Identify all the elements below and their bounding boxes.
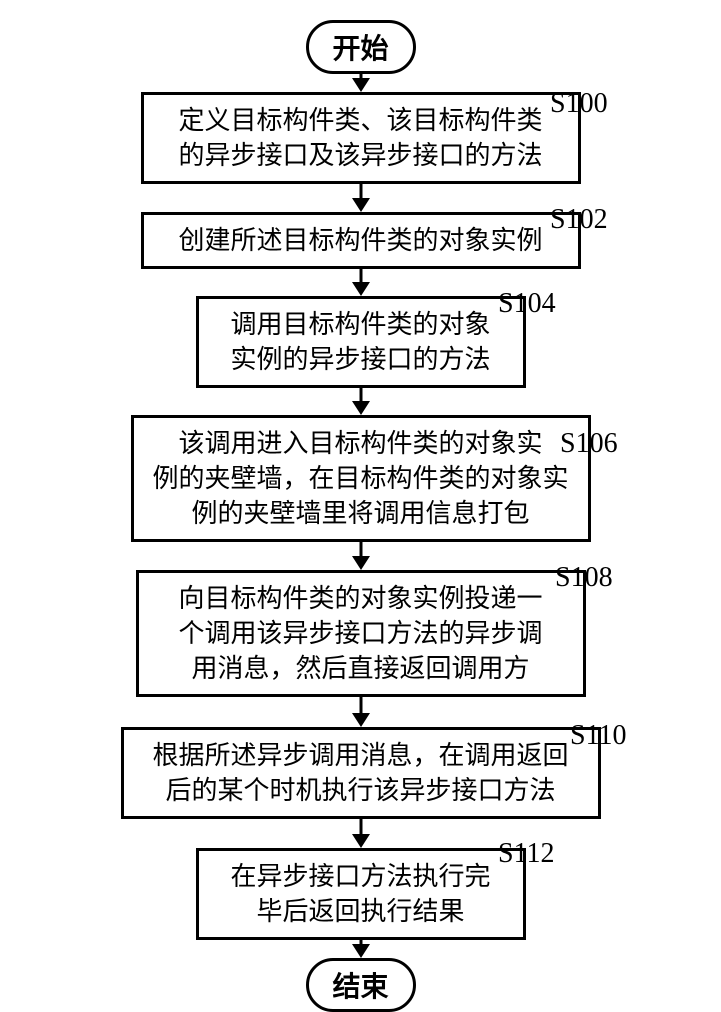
- step-label-s108: S108: [555, 562, 613, 594]
- node-text: 开始: [332, 34, 388, 65]
- step-label-s112: S112: [498, 838, 555, 870]
- arrow-head-icon: [352, 834, 370, 848]
- arrow-head-icon: [352, 78, 370, 92]
- step-label-s110: S110: [570, 720, 627, 752]
- node-text: 根据所述异步调用消息，在调用返回后的某个时机执行该异步接口方法: [152, 741, 568, 805]
- process-box-s104: 调用目标构件类的对象实例的异步接口的方法: [196, 296, 526, 388]
- node-text: 该调用进入目标构件类的对象实例的夹壁墙，在目标构件类的对象实例的夹壁墙里将调用信…: [152, 429, 568, 528]
- node-text: 向目标构件类的对象实例投递一个调用该异步接口方法的异步调用消息，然后直接返回调用…: [178, 584, 542, 683]
- process-box-s108: 向目标构件类的对象实例投递一个调用该异步接口方法的异步调用消息，然后直接返回调用…: [136, 570, 586, 697]
- terminal-start: 开始: [306, 20, 416, 74]
- process-box-s100: 定义目标构件类、该目标构件类的异步接口及该异步接口的方法: [141, 92, 581, 184]
- arrow-head-icon: [352, 556, 370, 570]
- step-label-s104: S104: [498, 288, 556, 320]
- arrow-head-icon: [352, 713, 370, 727]
- node-text: 创建所述目标构件类的对象实例: [178, 226, 542, 255]
- process-box-s106: 该调用进入目标构件类的对象实例的夹壁墙，在目标构件类的对象实例的夹壁墙里将调用信…: [131, 415, 591, 542]
- arrow-head-icon: [352, 944, 370, 958]
- step-label-s106: S106: [560, 428, 618, 460]
- node-text: 定义目标构件类、该目标构件类的异步接口及该异步接口的方法: [178, 106, 542, 170]
- process-box-s112: 在异步接口方法执行完毕后返回执行结果: [196, 848, 526, 940]
- arrow-head-icon: [352, 401, 370, 415]
- node-text: 在异步接口方法执行完毕后返回执行结果: [230, 862, 490, 926]
- node-text: 调用目标构件类的对象实例的异步接口的方法: [230, 310, 490, 374]
- process-box-s102: 创建所述目标构件类的对象实例: [141, 212, 581, 269]
- step-label-s100: S100: [550, 88, 608, 120]
- arrow-head-icon: [352, 198, 370, 212]
- process-box-s110: 根据所述异步调用消息，在调用返回后的某个时机执行该异步接口方法: [121, 727, 601, 819]
- arrow-head-icon: [352, 282, 370, 296]
- node-text: 结束: [332, 972, 388, 1003]
- flowchart-container: 开始定义目标构件类、该目标构件类的异步接口及该异步接口的方法S100 创建所述目标…: [0, 0, 721, 1000]
- terminal-end: 结束: [306, 958, 416, 1012]
- step-label-s102: S102: [550, 204, 608, 236]
